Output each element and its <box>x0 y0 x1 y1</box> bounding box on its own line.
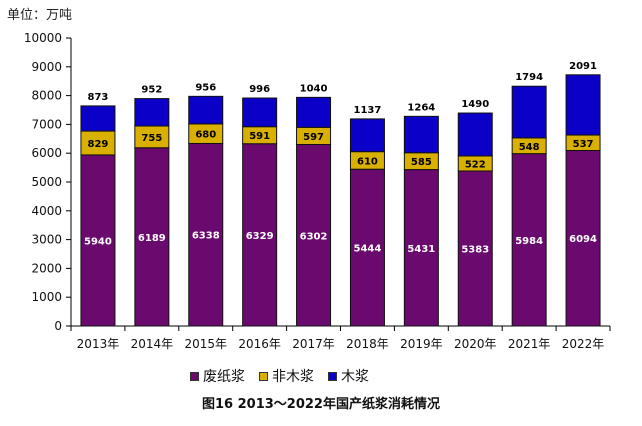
y-tick-label: 3000 <box>31 233 62 247</box>
bar-segment-waste-paper <box>457 170 493 327</box>
bar-segment-wood <box>457 112 493 157</box>
legend-label-wood: 木浆 <box>341 369 369 385</box>
data-label-non-wood: 610 <box>357 156 378 167</box>
bar-segment-waste-paper <box>403 169 439 327</box>
data-label-waste-paper: 6329 <box>246 231 274 242</box>
legend-item-non-wood: 非木浆 <box>259 366 314 386</box>
data-label-non-wood: 537 <box>573 139 594 150</box>
y-tick-label: 8000 <box>31 89 62 103</box>
legend-label-non-wood: 非木浆 <box>272 369 314 385</box>
data-label-wood: 956 <box>195 82 216 93</box>
data-label-non-wood: 522 <box>465 159 486 170</box>
x-tick-label: 2022年 <box>562 337 605 351</box>
legend-swatch-non-wood <box>259 371 268 381</box>
data-label-waste-paper: 6189 <box>138 233 166 244</box>
chart-caption: 图16 2013～2022年国产纸浆消耗情况 <box>202 397 440 412</box>
data-label-wood: 996 <box>249 84 270 95</box>
y-tick-label: 9000 <box>31 60 62 74</box>
bar-segment-waste-paper <box>565 149 601 327</box>
data-label-wood: 1264 <box>407 102 435 113</box>
legend-item-waste-paper: 废纸浆 <box>190 366 245 386</box>
y-tick-label: 2000 <box>31 261 62 275</box>
legend-item-wood: 木浆 <box>328 366 369 386</box>
bar-segment-wood <box>134 98 170 127</box>
data-label-waste-paper: 6338 <box>192 231 220 242</box>
x-tick-label: 2014年 <box>131 337 174 351</box>
x-tick-label: 2020年 <box>454 337 497 351</box>
x-tick-label: 2015年 <box>184 337 227 351</box>
legend-label-waste-paper: 废纸浆 <box>203 369 245 385</box>
x-tick-label: 2021年 <box>508 337 551 351</box>
data-label-waste-paper: 5383 <box>461 244 489 255</box>
bar-segment-waste-paper <box>134 147 170 327</box>
bar-segment-wood <box>511 85 547 139</box>
unit-label: 单位：万吨 <box>7 8 73 23</box>
data-label-waste-paper: 6094 <box>569 234 597 245</box>
y-tick-label: 5000 <box>31 175 62 189</box>
x-tick-label: 2018年 <box>346 337 389 351</box>
x-tick-label: 2016年 <box>238 337 281 351</box>
data-label-wood: 1794 <box>515 72 543 83</box>
y-tick-label: 4000 <box>31 204 62 218</box>
data-label-non-wood: 597 <box>303 132 324 143</box>
x-tick-label: 2013年 <box>77 337 120 351</box>
data-label-wood: 1490 <box>461 99 489 110</box>
data-label-non-wood: 680 <box>195 130 216 141</box>
data-label-waste-paper: 5444 <box>354 244 382 255</box>
stacked-bar-chart: 0 1000 2000 3000 4000 5000 6000 7000 8000 9000 100… <box>24 31 611 351</box>
legend-swatch-waste-paper <box>190 371 199 381</box>
data-label-non-wood: 585 <box>411 157 432 168</box>
data-label-wood: 952 <box>141 85 162 96</box>
legend-swatch-wood <box>328 371 337 381</box>
bar-segment-wood <box>188 95 224 125</box>
x-tick-label: 2017年 <box>292 337 335 351</box>
bar-segment-wood <box>349 118 385 153</box>
bar-segment-waste-paper <box>296 144 332 327</box>
bar-segment-wood <box>296 96 332 128</box>
y-tick-label: 6000 <box>31 146 62 160</box>
bar-segment-wood <box>403 115 439 154</box>
bar-segment-waste-paper <box>511 153 547 327</box>
bar-segment-waste-paper <box>80 154 116 327</box>
bar-segment-wood <box>565 74 601 136</box>
data-label-wood: 2091 <box>569 61 597 72</box>
y-tick-label: 7000 <box>31 117 62 131</box>
data-label-wood: 873 <box>88 92 109 103</box>
bar-segment-waste-paper <box>188 142 224 327</box>
data-label-waste-paper: 5940 <box>84 236 112 247</box>
data-label-non-wood: 829 <box>88 139 109 150</box>
x-tick-label: 2019年 <box>400 337 443 351</box>
y-tick-label: 0 <box>54 319 62 333</box>
legend: 废纸浆 非木浆 木浆 <box>190 366 369 386</box>
data-label-waste-paper: 6302 <box>300 231 328 242</box>
data-label-wood: 1137 <box>354 105 382 116</box>
data-label-wood: 1040 <box>300 83 328 94</box>
data-label-non-wood: 591 <box>249 131 270 142</box>
bar-segment-wood <box>80 105 116 132</box>
y-tick-label: 1000 <box>31 290 62 304</box>
data-label-waste-paper: 5984 <box>515 236 543 247</box>
data-label-non-wood: 755 <box>141 133 162 144</box>
data-label-waste-paper: 5431 <box>407 244 435 255</box>
bar-segment-wood <box>242 97 278 128</box>
bar-segment-waste-paper <box>349 168 385 327</box>
y-tick-label: 10000 <box>24 31 62 45</box>
bar-segment-waste-paper <box>242 143 278 327</box>
data-label-non-wood: 548 <box>519 142 540 153</box>
